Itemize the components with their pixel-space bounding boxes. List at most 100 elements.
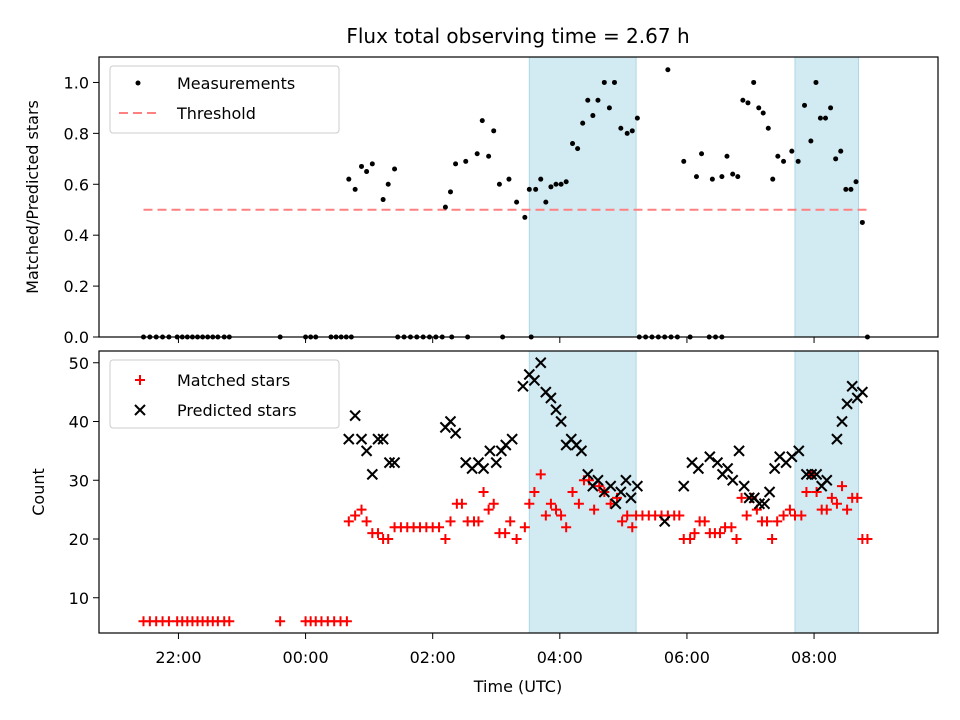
legend-threshold-label: Threshold [176,104,256,123]
measurement-point [833,156,839,162]
legend-matched-label: Matched stars [177,371,290,390]
matched-star-point [456,498,467,509]
predicted-star-point [733,445,745,457]
matched-star-point [434,522,445,533]
matched-star-point [622,510,633,521]
matched-star-point [540,510,551,521]
measurement-point [346,176,352,182]
predicted-star-point [810,468,823,481]
predicted-star-point [753,498,766,510]
matched-star-point [383,534,394,544]
measurement-point [822,115,828,121]
matched-star-point [500,528,511,539]
predicted-star-point [550,404,562,416]
predicted-star-point [711,456,724,469]
top-shaded-interval [794,56,860,338]
matched-star-point [837,481,848,492]
bottom-panel: 10 20 30 40 50 22:00 00:00 02:00 04:00 06:00 08:00… [69,350,939,667]
measurement-point [624,130,630,136]
bottom-y-tick-label: 10 [69,589,89,608]
measurement-point [595,97,601,103]
predicted-star-point [793,445,805,457]
measurement-point [359,163,365,169]
legend-predicted-marker [134,404,146,416]
measurement-point [781,158,787,164]
matched-star-point [627,522,638,533]
measurement-point [789,148,795,154]
matched-star-point [821,504,832,515]
measurement-point [813,79,819,85]
matched-star-point [767,534,778,544]
matched-star-point [350,510,361,521]
measurement-point [585,97,591,103]
matched-star-point [741,510,752,521]
measurement-point [522,214,528,220]
bottom-legend-box [109,359,340,429]
matched-star-point [567,487,578,497]
matched-star-point [605,498,616,509]
measurement-point [693,174,699,180]
predicted-star-point [768,462,781,475]
top-y-tick-label: 0.2 [64,277,89,296]
matched-star-point [361,516,372,527]
measurement-point [745,100,751,106]
matched-star-point [224,616,235,627]
matched-star-point [726,522,737,533]
measurement-point [392,166,398,172]
measurement-point [352,186,358,192]
matched-star-point [535,469,546,480]
measurement-point [506,176,512,182]
measurement-point [730,171,736,177]
matched-star-point [341,616,352,627]
x-tick-label: 00:00 [283,648,329,667]
bottom-y-tick-label: 20 [69,530,89,549]
predicted-star-point [658,515,671,528]
predicted-star-point [372,433,384,445]
measurement-point [570,141,576,147]
predicted-star-point [743,492,755,504]
measurement-point [853,179,859,185]
measurement-point [843,186,849,192]
legend-measurements-marker [135,80,141,86]
measurement-point [756,105,762,111]
measurement-point [380,197,386,203]
x-tick-label: 02:00 [410,648,456,667]
measurement-point [553,181,559,187]
measurement-point [543,199,549,205]
top-y-tick-label: 0.8 [64,124,89,143]
matched-star-point [685,534,696,544]
matched-star-point [524,498,535,509]
matched-star-point [473,516,484,527]
predicted-star-point [836,415,848,428]
top-y-axis-label: Matched/Predicted stars [23,100,42,294]
predicted-star-point [349,409,361,422]
predicted-star-point [377,433,389,445]
measurement-point [709,176,715,182]
bottom-y-tick-label: 30 [69,471,89,490]
measurement-point [442,204,448,210]
measurement-point [795,158,801,164]
measurement-point [765,125,771,131]
measurement-point [859,219,865,225]
predicted-star-point [555,415,567,428]
predicted-star-point [495,445,508,457]
x-tick-label: 06:00 [664,648,710,667]
matched-star-point [852,492,863,503]
measurement-point [751,79,757,85]
predicted-star-point [383,456,396,469]
predicted-star-point [449,427,462,439]
predicted-star-point [758,498,771,510]
measurement-point [681,158,687,164]
predicted-star-point [388,456,401,469]
measurement-point [802,102,808,108]
legend-matched-marker [135,375,145,385]
predicted-star-point [738,480,750,492]
x-tick-label: 04:00 [537,648,583,667]
predicted-star-point [582,468,594,481]
matched-star-point [736,492,747,503]
predicted-star-point [535,357,547,369]
matched-star-point [862,534,873,544]
predicted-star-point [545,392,557,404]
measurement-point [580,120,586,126]
measurement-point [828,105,834,111]
